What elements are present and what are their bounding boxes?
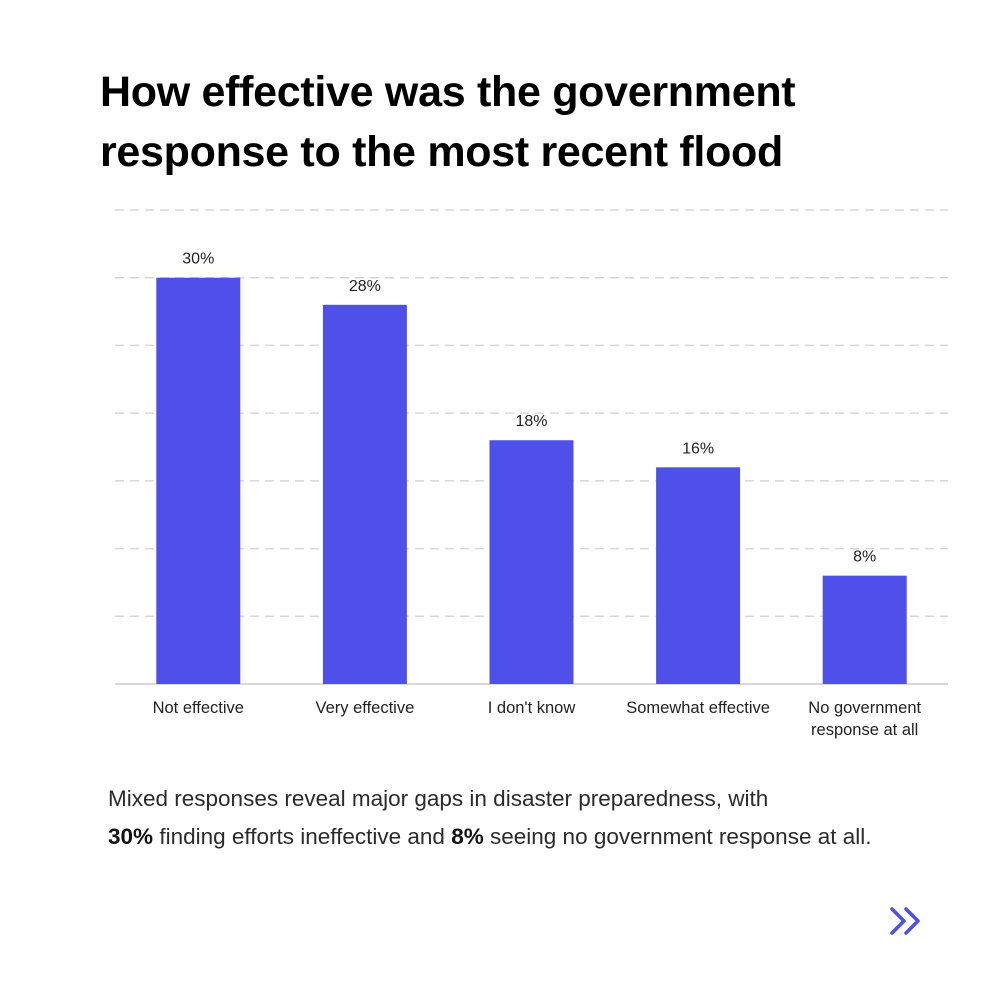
bar [322,304,407,684]
bar [489,440,574,684]
next-slide-button[interactable] [886,904,926,938]
bar [656,467,741,684]
bar-value-label: 30% [182,251,214,268]
x-tick-label: No government response at all [808,699,921,739]
bar-chart: 30% 28% 18% 16% 8% Not effective Very effecti… [115,209,948,739]
summary-text-1: Mixed responses reveal major gaps in dis… [108,786,769,811]
x-tick-label: I don't know [488,699,576,717]
x-tick-label: Very effective [316,699,415,717]
bars [156,277,907,684]
category-tick-labels: Not effective Very effective I don't know S… [153,699,922,739]
chart-summary: Mixed responses reveal major gaps in dis… [108,780,908,856]
bar-value-label: 28% [349,278,381,295]
chart-title-line-2: response to the most recent flood [100,128,783,176]
bar-value-label: 8% [853,549,876,566]
chart-title: How effective was the government respons… [100,62,920,182]
bar-value-label: 18% [515,413,547,430]
x-tick-label: Somewhat effective [626,699,770,717]
bar [822,575,907,684]
bar-value-label: 16% [682,440,714,457]
summary-highlight-no-response: 8% [451,824,484,849]
summary-text-3: seeing no government response at all. [490,824,872,849]
chart-title-line-1: How effective was the government [100,68,796,116]
value-labels: 30% 28% 18% 16% 8% [182,251,876,566]
summary-highlight-not-effective: 30% [108,824,154,849]
double-chevron-right-icon [890,907,920,935]
summary-text-2: finding efforts ineffective and [159,824,445,849]
x-tick-label: Not effective [153,699,244,717]
bar [156,277,241,684]
